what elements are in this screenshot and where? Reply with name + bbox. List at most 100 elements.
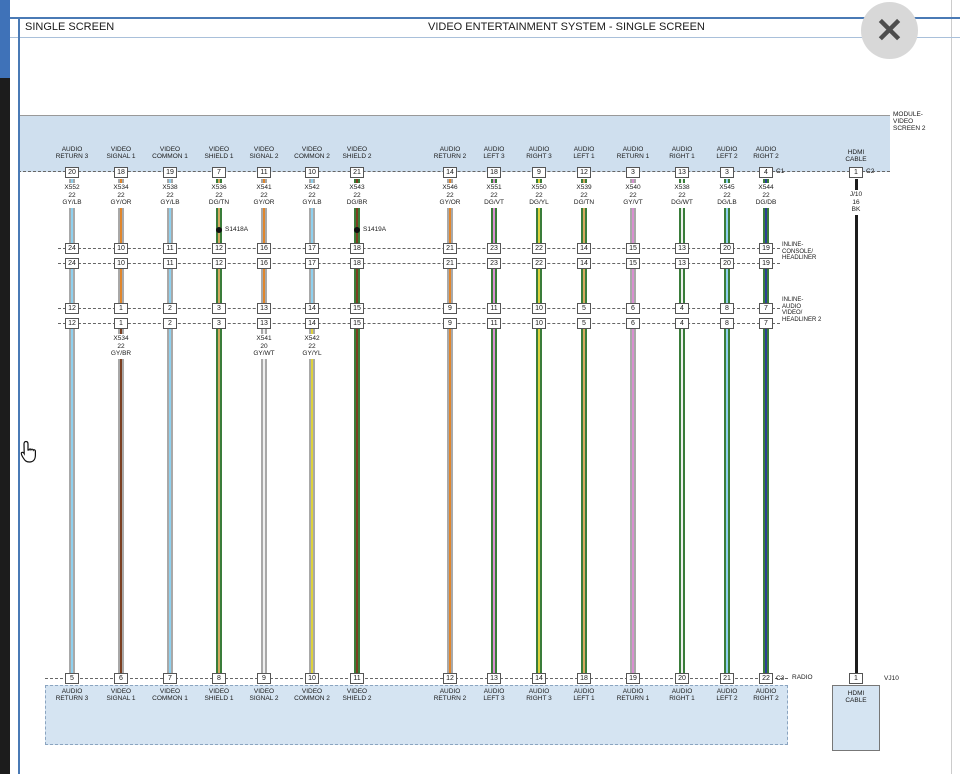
wire-segment-mid[interactable] [167, 269, 173, 303]
wire-segment-bottom[interactable] [581, 329, 587, 674]
pin-bottom[interactable]: 19 [626, 673, 640, 684]
wire-segment-top[interactable] [354, 179, 360, 243]
pin-inline1-b[interactable]: 12 [212, 258, 226, 269]
wire-segment-top[interactable] [536, 179, 542, 243]
pin-inline1-a[interactable]: 19 [759, 243, 773, 254]
wire-segment-bottom[interactable] [167, 329, 173, 674]
wire-segment-mid[interactable] [724, 269, 730, 303]
wire-segment-top[interactable] [309, 179, 315, 243]
wire-segment-bottom[interactable] [724, 329, 730, 674]
pin-inline2-b[interactable]: 7 [759, 318, 773, 329]
wire-segment-mid[interactable] [309, 269, 315, 303]
pin-top[interactable]: 3 [720, 167, 734, 178]
pin-inline2-a[interactable]: 4 [675, 303, 689, 314]
left-scrollbar[interactable] [0, 0, 10, 774]
pin-inline1-b[interactable]: 22 [532, 258, 546, 269]
pin-inline2-b[interactable]: 3 [212, 318, 226, 329]
pin-bottom[interactable]: 8 [212, 673, 226, 684]
pin-bottom[interactable]: 6 [114, 673, 128, 684]
pin-bottom[interactable]: 14 [532, 673, 546, 684]
wire-segment-top[interactable] [447, 179, 453, 243]
pin-inline2-a[interactable]: 11 [487, 303, 501, 314]
pin-inline1-b[interactable]: 15 [626, 258, 640, 269]
pin-inline1-b[interactable]: 24 [65, 258, 79, 269]
pin-inline1-a[interactable]: 11 [163, 243, 177, 254]
wire-segment-bottom[interactable] [491, 329, 497, 674]
wire-segment-top[interactable] [261, 179, 267, 243]
wire-segment-mid[interactable] [630, 269, 636, 303]
pin-inline1-a[interactable]: 18 [350, 243, 364, 254]
pin-inline1-b[interactable]: 17 [305, 258, 319, 269]
pin-top[interactable]: 7 [212, 167, 226, 178]
splice-dot[interactable] [354, 227, 360, 233]
wire-segment-top[interactable] [763, 179, 769, 243]
pin-inline2-a[interactable]: 15 [350, 303, 364, 314]
wire-segment-mid[interactable] [354, 269, 360, 303]
pin-bottom[interactable]: 10 [305, 673, 319, 684]
pin-inline1-b[interactable]: 23 [487, 258, 501, 269]
pin-bottom[interactable]: 12 [443, 673, 457, 684]
pin-inline2-b[interactable]: 6 [626, 318, 640, 329]
pin-inline1-b[interactable]: 19 [759, 258, 773, 269]
pin-top[interactable]: 20 [65, 167, 79, 178]
pin-inline2-a[interactable]: 1 [114, 303, 128, 314]
pin-inline1-a[interactable]: 14 [577, 243, 591, 254]
pin-inline1-a[interactable]: 21 [443, 243, 457, 254]
pin-inline1-a[interactable]: 17 [305, 243, 319, 254]
pin-inline2-b[interactable]: 14 [305, 318, 319, 329]
pin-inline2-b[interactable]: 8 [720, 318, 734, 329]
pin-inline2-b[interactable]: 9 [443, 318, 457, 329]
hdmi-top-pin[interactable]: 1 [849, 167, 863, 178]
pin-inline1-b[interactable]: 11 [163, 258, 177, 269]
pin-inline1-b[interactable]: 16 [257, 258, 271, 269]
pin-inline1-b[interactable]: 21 [443, 258, 457, 269]
pin-top[interactable]: 11 [257, 167, 271, 178]
wire-segment-top[interactable] [118, 179, 124, 243]
wire-segment-mid[interactable] [536, 269, 542, 303]
pin-inline1-b[interactable]: 18 [350, 258, 364, 269]
pin-inline2-a[interactable]: 5 [577, 303, 591, 314]
pin-inline2-a[interactable]: 3 [212, 303, 226, 314]
wire-segment-bottom[interactable] [354, 329, 360, 674]
pin-top[interactable]: 4 [759, 167, 773, 178]
pin-bottom[interactable]: 11 [350, 673, 364, 684]
pin-inline1-a[interactable]: 15 [626, 243, 640, 254]
pin-inline2-b[interactable]: 12 [65, 318, 79, 329]
pin-inline2-b[interactable]: 5 [577, 318, 591, 329]
pin-bottom[interactable]: 13 [487, 673, 501, 684]
pin-inline2-a[interactable]: 6 [626, 303, 640, 314]
wire-segment-mid[interactable] [491, 269, 497, 303]
wire-segment-top[interactable] [216, 179, 222, 243]
pin-inline1-a[interactable]: 20 [720, 243, 734, 254]
hdmi-wire[interactable] [855, 179, 858, 673]
pin-inline1-a[interactable]: 16 [257, 243, 271, 254]
pin-inline1-a[interactable]: 23 [487, 243, 501, 254]
pin-bottom[interactable]: 5 [65, 673, 79, 684]
pin-inline1-a[interactable]: 10 [114, 243, 128, 254]
pin-top[interactable]: 3 [626, 167, 640, 178]
pin-inline2-b[interactable]: 10 [532, 318, 546, 329]
pin-top[interactable]: 21 [350, 167, 364, 178]
pin-top[interactable]: 9 [532, 167, 546, 178]
wire-segment-mid[interactable] [581, 269, 587, 303]
splice-dot[interactable] [216, 227, 222, 233]
wire-segment-mid[interactable] [763, 269, 769, 303]
wire-segment-bottom[interactable] [118, 329, 124, 674]
scrollbar-thumb[interactable] [0, 0, 10, 78]
pin-bottom[interactable]: 22 [759, 673, 773, 684]
wire-segment-bottom[interactable] [216, 329, 222, 674]
wire-segment-mid[interactable] [447, 269, 453, 303]
pin-top[interactable]: 18 [114, 167, 128, 178]
close-button[interactable]: ✕ [861, 2, 918, 59]
pin-inline1-b[interactable]: 10 [114, 258, 128, 269]
wire-segment-top[interactable] [679, 179, 685, 243]
hdmi-bottom-pin[interactable]: 1 [849, 673, 863, 684]
wire-segment-top[interactable] [491, 179, 497, 243]
pin-inline2-a[interactable]: 14 [305, 303, 319, 314]
wire-segment-mid[interactable] [679, 269, 685, 303]
pin-inline2-b[interactable]: 11 [487, 318, 501, 329]
pin-inline2-b[interactable]: 2 [163, 318, 177, 329]
pin-top[interactable]: 18 [487, 167, 501, 178]
pin-inline2-a[interactable]: 10 [532, 303, 546, 314]
pin-inline2-a[interactable]: 9 [443, 303, 457, 314]
